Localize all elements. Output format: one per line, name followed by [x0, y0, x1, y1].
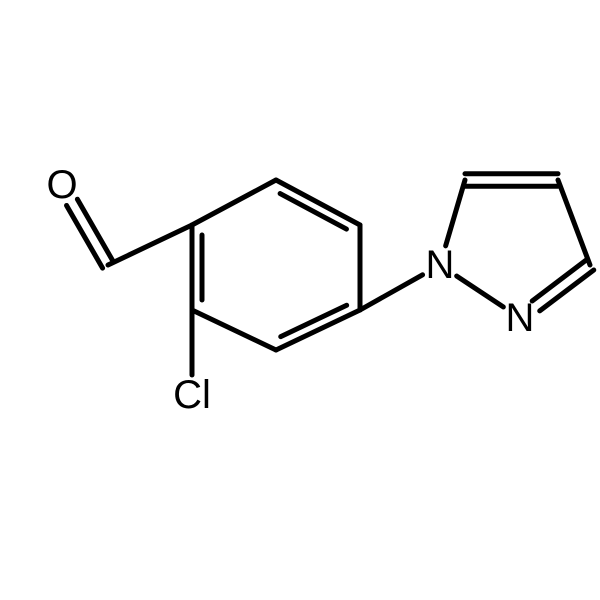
bond — [192, 310, 276, 350]
bond — [276, 180, 360, 225]
molecule-canvas: O Cl N N — [0, 0, 600, 600]
bond — [457, 276, 504, 307]
bond — [360, 275, 423, 310]
atom-label-n: N — [506, 296, 535, 340]
atom-label-o: O — [46, 163, 77, 207]
bond — [558, 180, 590, 265]
bond — [108, 225, 192, 265]
bond — [192, 180, 276, 225]
bond — [446, 180, 465, 246]
bond — [276, 310, 360, 350]
atom-label-n: N — [426, 243, 455, 287]
atom-label-cl: Cl — [173, 373, 211, 417]
